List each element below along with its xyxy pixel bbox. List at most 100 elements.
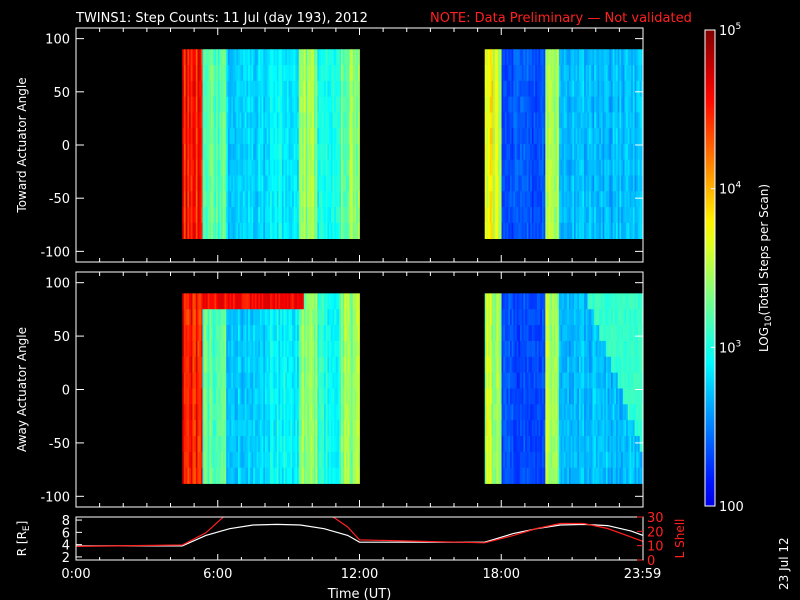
heatmap-cell: [253, 420, 256, 437]
heatmap-cell: [584, 356, 587, 373]
heatmap-cell: [195, 388, 198, 405]
heatmap-cell: [278, 420, 281, 437]
heatmap-cell: [305, 159, 308, 176]
heatmap-cell: [285, 435, 288, 453]
heatmap-cell: [597, 65, 600, 82]
heatmap-cell: [634, 340, 637, 358]
heatmap-cell: [555, 467, 558, 484]
heatmap-cell: [332, 388, 335, 405]
heatmap-cell: [239, 191, 242, 208]
heatmap-cell: [624, 388, 627, 405]
heatmap-cell: [297, 65, 300, 82]
heatmap-cell: [496, 435, 499, 453]
heatmap-cell: [489, 388, 492, 405]
heatmap-cell: [334, 128, 337, 145]
heatmap-cell: [232, 372, 236, 389]
heatmap-cell: [204, 159, 207, 176]
heatmap-cell: [595, 356, 598, 373]
heatmap-cell: [271, 325, 274, 342]
heatmap-cell: [339, 80, 342, 98]
heatmap-cell: [597, 467, 600, 484]
heatmap-cell: [496, 451, 499, 469]
heatmap-cell: [530, 293, 533, 310]
heatmap-cell: [324, 222, 327, 239]
heatmap-cell: [631, 65, 634, 82]
heatmap-cell: [209, 435, 212, 453]
heatmap-cell: [349, 49, 352, 66]
heatmap-cell: [259, 388, 263, 405]
heatmap-cell: [627, 404, 630, 421]
heatmap-cell: [288, 372, 291, 389]
heatmap-cell: [627, 309, 630, 326]
heatmap-cell: [491, 207, 494, 224]
heatmap-cell: [324, 404, 327, 421]
heatmap-cell: [330, 372, 333, 389]
heatmap-cell: [622, 372, 625, 389]
heatmap-cell: [214, 404, 217, 421]
heatmap-cell: [286, 112, 290, 129]
heatmap-cell: [589, 451, 592, 469]
heatmap-cell: [639, 112, 642, 129]
heatmap-cell: [254, 128, 257, 145]
heatmap-cell: [627, 222, 630, 239]
heatmap-cell: [270, 340, 273, 358]
heatmap-cell: [489, 451, 492, 469]
heatmap-cell: [275, 159, 278, 176]
heatmap-cell: [298, 65, 301, 82]
heatmap-cell: [498, 96, 501, 113]
heatmap-cell: [357, 467, 360, 484]
heatmap-cell: [599, 112, 602, 129]
heatmap-cell: [184, 65, 187, 82]
heatmap-cell: [563, 388, 566, 405]
heatmap-cell: [356, 356, 359, 373]
heatmap-cell: [560, 451, 563, 469]
heatmap-cell: [513, 293, 516, 310]
heatmap-cell: [602, 222, 605, 239]
heatmap-cell: [611, 159, 614, 176]
heatmap-cell: [320, 293, 323, 310]
heatmap-cell: [325, 404, 328, 421]
heatmap-cell: [335, 340, 338, 358]
heatmap-cell: [310, 49, 313, 66]
heatmap-cell: [489, 175, 492, 192]
heatmap-cell: [577, 435, 580, 453]
heatmap-cell: [626, 49, 629, 66]
heatmap-cell: [308, 467, 311, 484]
heatmap-cell: [513, 80, 516, 98]
heatmap-cell: [579, 80, 582, 98]
heatmap-cell: [619, 112, 622, 129]
heatmap-cell: [585, 112, 588, 129]
heatmap-cell: [271, 340, 274, 358]
heatmap-cell: [636, 159, 639, 176]
heatmap-cell: [525, 207, 528, 224]
heatmap-cell: [327, 207, 330, 224]
heatmap-cell: [525, 128, 528, 145]
heatmap-cell: [256, 207, 259, 224]
heatmap-cell: [216, 404, 219, 421]
heatmap-cell: [221, 159, 224, 176]
heatmap-cell: [599, 207, 602, 224]
heatmap-cell: [187, 309, 190, 326]
heatmap-cell: [518, 191, 521, 208]
heatmap-cell: [273, 159, 276, 176]
heatmap-cell: [313, 159, 317, 176]
heatmap-cell: [207, 309, 210, 326]
heatmap-cell: [619, 207, 622, 224]
heatmap-cell: [599, 467, 602, 484]
heatmap-cell: [253, 372, 256, 389]
heatmap-cell: [604, 420, 607, 437]
heatmap-cell: [568, 435, 571, 453]
heatmap-cell: [575, 128, 578, 145]
heatmap-cell: [286, 222, 290, 239]
heatmap-cell: [515, 207, 518, 224]
heatmap-cell: [600, 159, 603, 176]
heatmap-cell: [317, 467, 320, 484]
heatmap-cell: [258, 175, 261, 192]
heatmap-cell: [297, 112, 300, 129]
heatmap-cell: [308, 293, 311, 310]
heatmap-cell: [535, 222, 538, 239]
heatmap-cell: [270, 435, 273, 453]
heatmap-cell: [298, 49, 301, 66]
heatmap-cell: [303, 143, 306, 161]
heatmap-cell: [253, 128, 256, 145]
